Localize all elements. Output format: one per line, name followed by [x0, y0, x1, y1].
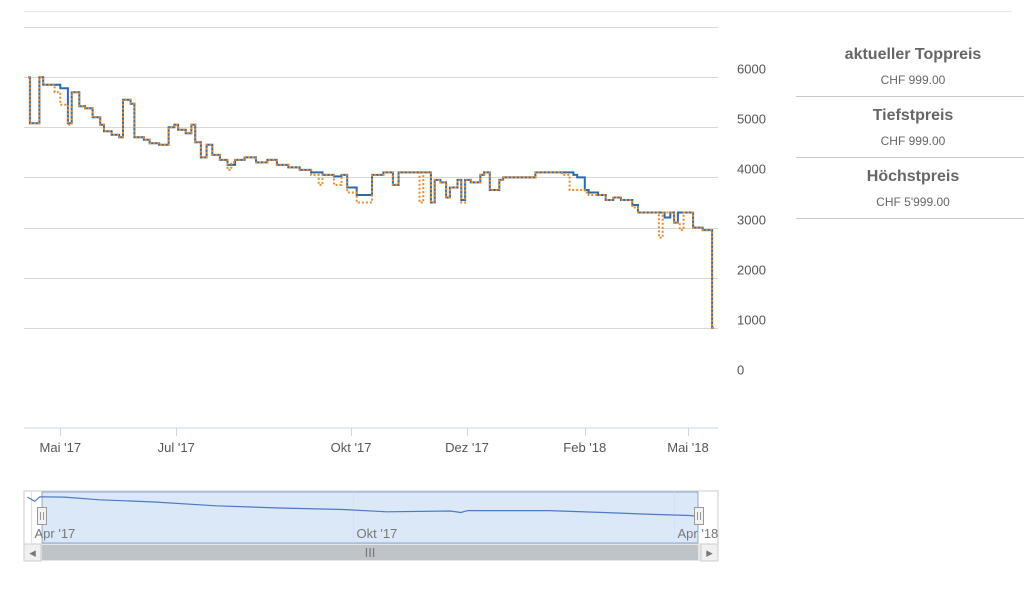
x-tick-label: Mai '17: [40, 440, 82, 455]
top-divider: [24, 11, 1012, 12]
y-tick-label: 1000: [737, 313, 766, 328]
arrow-right-icon: ▸: [706, 545, 713, 560]
scroll-right-button[interactable]: [700, 543, 719, 562]
navigator-ticks: Apr '17 Okt '17 Apr '18: [35, 526, 719, 541]
series-lines: [28, 76, 714, 329]
navigator-grid: [31, 492, 675, 543]
scroll-left-button[interactable]: [23, 543, 42, 562]
x-tick-label: Feb '18: [563, 440, 606, 455]
arrow-left-icon: ◂: [29, 545, 36, 560]
x-tick-label: Mai '18: [667, 440, 709, 455]
highest-price: Höchstpreis CHF 5'999.00: [796, 158, 1024, 219]
navigator-tick-label: Apr '17: [35, 526, 76, 541]
navigator-tick-label: Apr '18: [678, 526, 719, 541]
x-tick-label: Jul '17: [158, 440, 195, 455]
y-tick-label: 2000: [737, 263, 766, 278]
lowest-price-title: Tiefstpreis: [872, 107, 954, 124]
scrollbar-thumb[interactable]: [42, 545, 698, 560]
navigator-series-line: [27, 496, 704, 518]
scrollbar-grip: III: [365, 545, 376, 560]
scrollbar[interactable]: III ◂ ▸: [23, 543, 719, 562]
grid-lines: [24, 27, 718, 329]
navigator-tick-label: Okt '17: [357, 526, 398, 541]
highest-price-value: CHF 5'999.00: [876, 195, 950, 209]
y-axis-ticks: 0 1000 2000 3000 4000 5000 6000: [737, 62, 766, 378]
lowest-price: Tiefstpreis CHF 999.00: [796, 97, 1024, 158]
x-tick-label: Dez '17: [445, 440, 489, 455]
lowest-price-value: CHF 999.00: [880, 134, 946, 148]
current-top-price-title: aktueller Toppreis: [844, 46, 982, 63]
y-tick-label: 0: [737, 363, 744, 378]
y-tick-label: 6000: [737, 62, 766, 77]
current-top-price: aktueller Toppreis CHF 999.00: [796, 36, 1024, 97]
price-stats-panel: aktueller Toppreis CHF 999.00 Tiefstprei…: [796, 36, 1024, 219]
y-tick-label: 5000: [737, 112, 766, 127]
x-tick-label: Okt '17: [331, 440, 372, 455]
x-axis-ticks: Mai '17 Jul '17 Okt '17 Dez '17 Feb '18 Mai '…: [40, 428, 709, 455]
navigator-handle-right[interactable]: [694, 507, 704, 525]
navigator-handle-left[interactable]: [37, 507, 47, 525]
current-top-price-value: CHF 999.00: [880, 73, 946, 87]
navigator-selection[interactable]: [41, 491, 699, 544]
highest-price-title: Höchstpreis: [866, 168, 960, 185]
y-tick-label: 4000: [737, 162, 766, 177]
navigator[interactable]: Apr '17 Okt '17 Apr '18: [23, 490, 719, 545]
y-tick-label: 3000: [737, 213, 766, 228]
series-line-dotted: [28, 76, 714, 329]
